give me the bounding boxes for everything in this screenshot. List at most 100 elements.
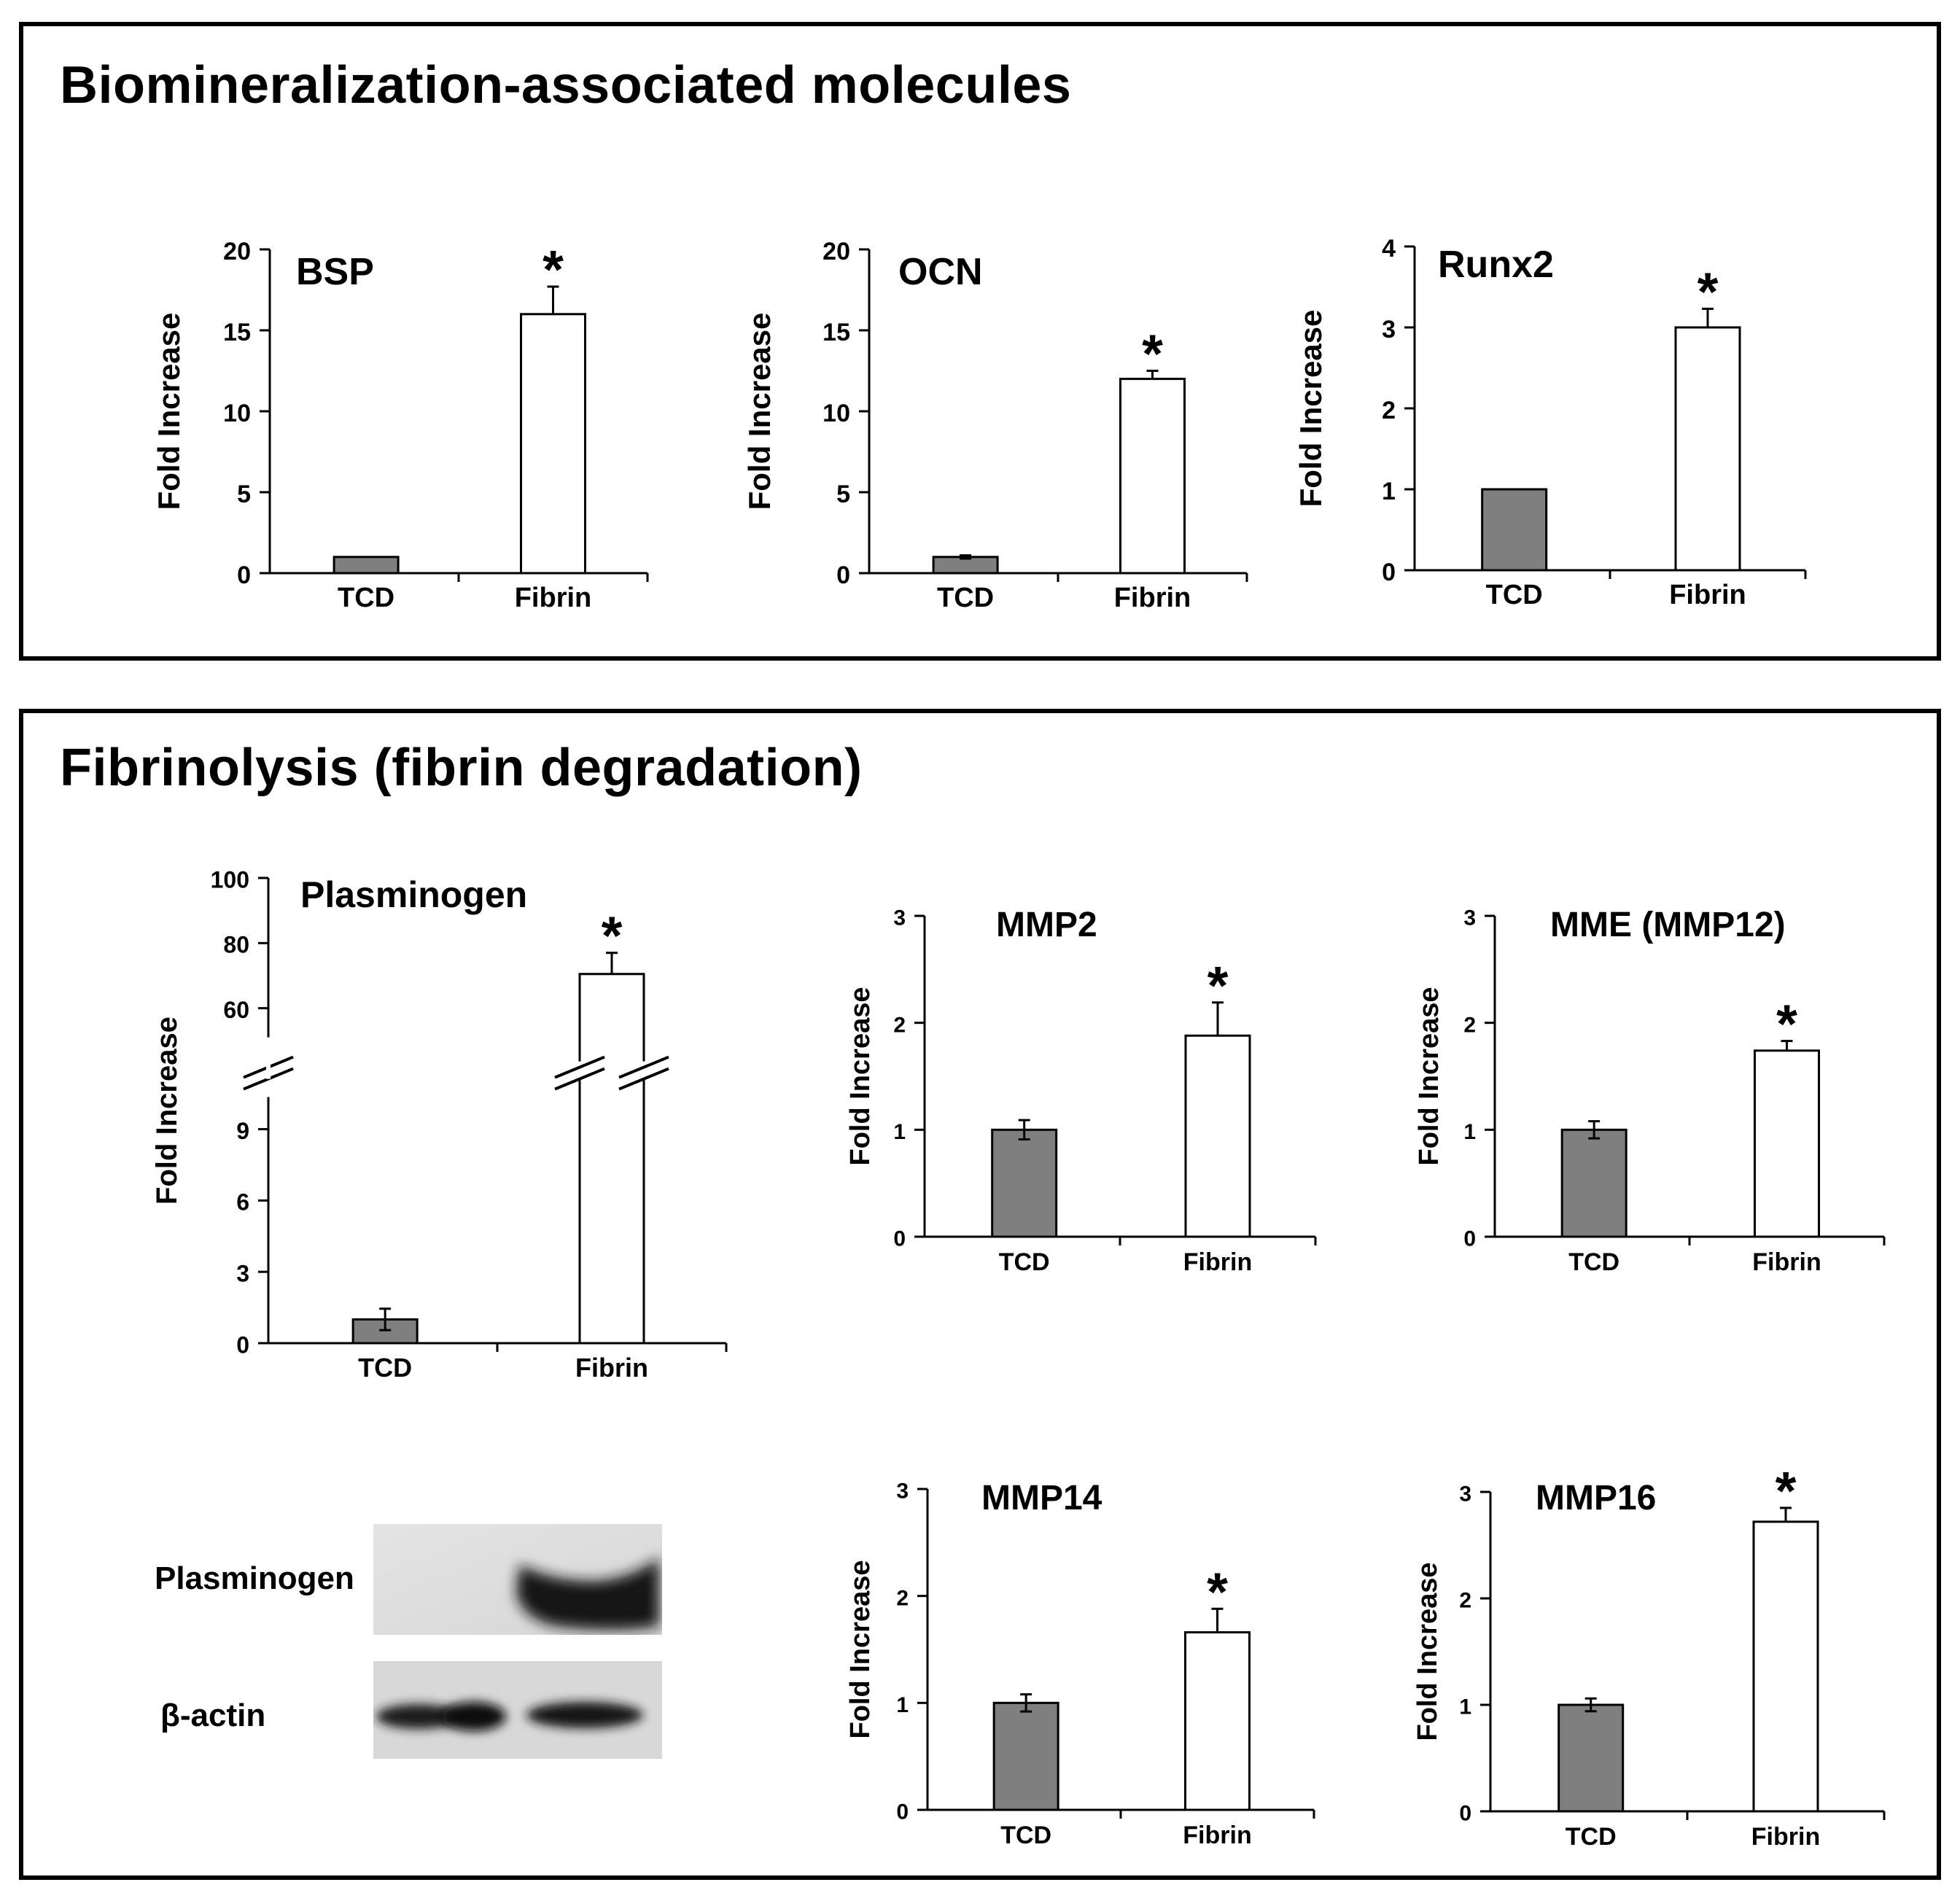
y-tick-label: 2: [896, 1586, 909, 1610]
y-tick-label: 0: [893, 1227, 906, 1251]
y-tick-label: 0: [1459, 1802, 1471, 1826]
blot-image-beta-actin: [373, 1661, 662, 1759]
y-tick-label: 0: [1463, 1227, 1476, 1251]
bar-break-mark: [554, 1067, 605, 1091]
blot-band-plasminogen-fibrin: [516, 1558, 659, 1630]
significance-star: *: [602, 906, 623, 966]
y-tick-label: 9: [236, 1118, 249, 1144]
y-tick-label: 3: [1459, 1482, 1471, 1507]
chart-mmp16: 0 1 2 3 Fold Increase MMP16 TCD * Fibrin: [1412, 1461, 1886, 1851]
y-tick-label: 15: [223, 319, 251, 346]
y-tick-label: 5: [836, 481, 850, 508]
y-axis-label: Fold Increase: [1414, 987, 1444, 1166]
bar-tcd: [991, 1128, 1058, 1238]
chart-mmp14: 0 1 2 3 Fold Increase MMP14 TCD * Fibrin: [845, 1479, 1315, 1849]
x-tick-label: TCD: [1000, 1822, 1051, 1849]
bar-break-mark: [618, 1067, 669, 1091]
bar-break-mark: [554, 1055, 605, 1079]
significance-star: *: [1207, 1561, 1228, 1622]
y-axis-label: Fold Increase: [1294, 310, 1328, 508]
y-tick-label: 4: [1382, 235, 1396, 263]
x-tick-label: TCD: [1486, 580, 1543, 610]
y-tick-label: 1: [1382, 478, 1396, 505]
y-tick-label: 20: [822, 238, 850, 265]
chart-ocn: 0 5 10 15 20 Fold Increase OCN TCD * Fibrin: [742, 238, 1248, 613]
chart-title: Plasminogen: [300, 874, 527, 915]
significance-star: *: [1208, 955, 1229, 1016]
chart-title: BSP: [296, 251, 374, 293]
y-tick-label: 10: [822, 400, 850, 427]
bar-break-mark: [618, 1055, 669, 1079]
x-tick-label: Fibrin: [1114, 583, 1191, 613]
y-tick-label: 1: [896, 1693, 909, 1717]
bar-fibrin: [1184, 1034, 1251, 1238]
y-axis-label: Fold Increase: [1412, 1563, 1443, 1741]
x-tick-label: TCD: [999, 1248, 1050, 1276]
biomineralization-panel: Biomineralization-associated molecules 0…: [19, 22, 1941, 661]
y-tick-label: 60: [223, 997, 249, 1023]
chart-title: OCN: [898, 251, 983, 293]
y-tick-label: 10: [223, 400, 251, 427]
blot-label-plasminogen: Plasminogen: [155, 1560, 354, 1596]
x-tick-label: TCD: [1566, 1823, 1617, 1851]
y-axis-label: Fold Increase: [845, 1560, 876, 1739]
y-tick-label: 2: [1459, 1589, 1471, 1613]
y-tick-label: 2: [1382, 397, 1396, 424]
chart-bsp: 0 5 10 15 20 Fold Increase BSP TCD * Fibrin: [152, 238, 649, 613]
x-tick-label: Fibrin: [575, 1353, 648, 1383]
axis-break-mark: [243, 1067, 294, 1091]
biomineralization-title: Biomineralization-associated molecules: [60, 56, 1072, 114]
significance-star: *: [1776, 994, 1797, 1054]
chart-title: Runx2: [1438, 244, 1554, 286]
bar-fibrin: [1119, 378, 1186, 575]
significance-star: *: [1142, 324, 1163, 384]
bar-fibrin: [520, 313, 586, 575]
bar-fibrin: [1184, 1631, 1251, 1811]
y-tick-label: 80: [223, 932, 249, 958]
bar-tcd: [992, 1701, 1059, 1811]
chart-plasminogen: 0 3 6 9 60 80 100 Fold Increase Plasminogen TCD * F…: [151, 866, 728, 1383]
bar-fibrin: [1752, 1520, 1819, 1813]
y-tick-label: 2: [893, 1013, 906, 1037]
y-tick-label: 0: [836, 561, 850, 589]
significance-star: *: [1776, 1461, 1797, 1521]
bar-tcd: [1558, 1703, 1625, 1813]
y-tick-label: 0: [237, 561, 251, 589]
y-tick-label: 3: [236, 1260, 249, 1286]
blot-band-actin-fibrin: [526, 1702, 643, 1728]
x-tick-label: Fibrin: [1183, 1822, 1251, 1849]
bar-fibrin: [1754, 1049, 1820, 1238]
x-tick-label: TCD: [1568, 1248, 1619, 1276]
significance-star: *: [1698, 261, 1719, 322]
bar-tcd: [332, 556, 400, 575]
bar-fibrin: [1674, 326, 1741, 572]
x-tick-label: Fibrin: [1752, 1248, 1821, 1276]
y-tick-label: 0: [1382, 559, 1396, 586]
chart-mmp2: 0 1 2 3 Fold Increase MMP2 TCD * Fibrin: [845, 906, 1317, 1276]
chart-mme: 0 1 2 3 Fold Increase MME (MMP12) TCD * Fibrin: [1414, 906, 1886, 1276]
y-tick-label: 15: [822, 319, 850, 346]
significance-star: *: [542, 239, 564, 300]
y-tick-label: 3: [893, 906, 906, 930]
axis-break-gap: [266, 1062, 271, 1079]
y-axis-label: Fold Increase: [845, 987, 876, 1166]
y-tick-label: 0: [896, 1800, 909, 1824]
y-tick-label: 2: [1463, 1013, 1476, 1037]
blot-image-plasminogen: [373, 1524, 662, 1635]
bar-fibrin: [578, 973, 645, 1345]
y-tick-label: 5: [237, 481, 251, 508]
y-axis-label: Fold Increase: [151, 1016, 183, 1205]
y-axis-label: Fold Increase: [152, 313, 186, 510]
y-tick-label: 3: [896, 1480, 909, 1504]
y-tick-label: 1: [1463, 1120, 1476, 1144]
chart-title: MME (MMP12): [1550, 906, 1786, 944]
x-tick-label: Fibrin: [1183, 1248, 1252, 1276]
bar-tcd: [1560, 1128, 1628, 1238]
y-tick-label: 1: [893, 1120, 906, 1144]
x-tick-label: Fibrin: [1751, 1823, 1820, 1851]
x-tick-label: TCD: [937, 583, 994, 613]
x-tick-label: TCD: [358, 1353, 412, 1383]
chart-runx2: 0 1 2 3 4 Fold Increase Runx2 TCD * Fibrin: [1294, 235, 1807, 610]
blot-label-beta-actin: β-actin: [160, 1698, 266, 1733]
